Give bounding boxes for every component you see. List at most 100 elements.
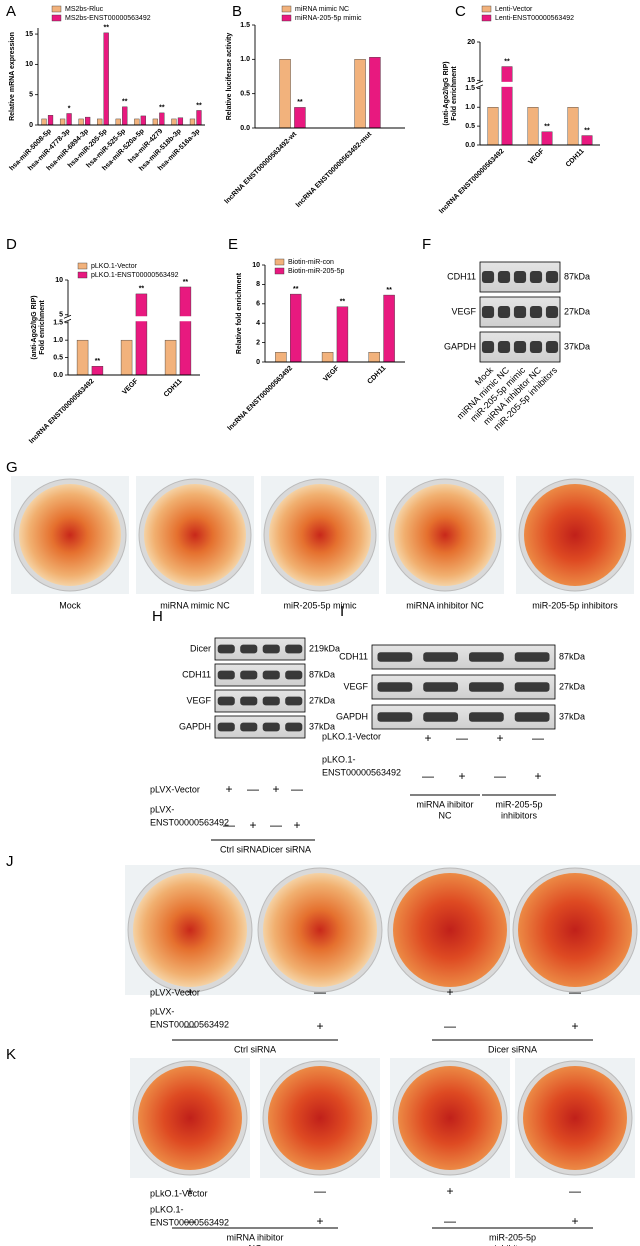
y-tick-label: 0 (256, 359, 260, 366)
bar (91, 366, 104, 376)
condition-sign: + (571, 1019, 578, 1033)
x-tick-label: CDH11 (163, 378, 184, 399)
blot-band (285, 722, 303, 732)
bar (368, 352, 380, 363)
x-tick-label: lncRNA ENST00000563492-mut (295, 130, 374, 209)
y-tick-label: 5 (29, 92, 33, 99)
bar (120, 339, 133, 376)
legend-swatch (281, 14, 292, 22)
blot-band (545, 341, 559, 353)
size-label: 37kDa (559, 711, 585, 721)
x-tick-label: lncRNA ENST00000563492 (438, 148, 506, 216)
group-label: NC (439, 810, 452, 820)
dish-stain (268, 1066, 372, 1170)
condition-sign: — (422, 769, 434, 783)
condition-sign: — (247, 782, 259, 796)
dish-stain (393, 873, 507, 987)
blot-band (497, 341, 511, 353)
bar (97, 118, 103, 126)
blot-band (285, 644, 303, 654)
blot-band (481, 306, 495, 318)
protein-label: CDH11 (182, 669, 211, 679)
bar (290, 293, 302, 363)
y-tick-label: 15 (25, 31, 33, 38)
blot-band (217, 670, 235, 680)
condition-sign: — (291, 782, 303, 796)
axis-break-mark (63, 314, 72, 319)
significance-mark: ** (103, 25, 109, 32)
legend-swatch (481, 14, 492, 22)
blot-band (217, 696, 235, 706)
condition-sign: — (314, 1184, 326, 1198)
bar (140, 115, 146, 126)
bar (103, 32, 109, 126)
bar (59, 118, 66, 126)
legend-swatch (77, 262, 88, 270)
group-label: miRNA ihibitor (226, 1232, 283, 1242)
bar (85, 116, 91, 126)
bar (487, 107, 499, 146)
blot-band (262, 670, 280, 680)
bar (41, 118, 47, 126)
legend-label: Lenti-ENST00000563492 (495, 15, 574, 22)
dish-label: miRNA mimic NC (160, 600, 230, 610)
bar (189, 118, 196, 126)
blot-strip (214, 689, 306, 713)
significance-mark: ** (386, 287, 392, 294)
blot-band (513, 306, 527, 318)
blot-band (423, 712, 459, 722)
bar (164, 339, 177, 376)
blot-band (285, 696, 303, 706)
y-tick-label: 0.0 (53, 372, 63, 379)
significance-mark: ** (293, 286, 299, 293)
significance-mark: ** (139, 286, 145, 293)
significance-mark: ** (544, 124, 550, 131)
y-axis-label: Relative luciferase activity (226, 33, 233, 121)
dish-stain (133, 873, 247, 987)
bar (354, 59, 366, 129)
significance-mark: ** (183, 279, 189, 286)
protein-label: CDH11 (339, 651, 368, 661)
blot-strip (214, 715, 306, 739)
protein-label: Dicer (190, 643, 211, 653)
legend-swatch (51, 14, 62, 22)
y-tick-label: 10 (55, 277, 63, 284)
condition-sign: + (272, 782, 279, 796)
blot-band (497, 271, 511, 283)
condition-sign: + (249, 818, 256, 832)
bar (581, 135, 593, 146)
y-axis-label: Relative fold enrichment (236, 272, 243, 354)
bar (135, 293, 148, 376)
condition-sign: + (293, 818, 300, 832)
condition-sign: — (456, 731, 468, 745)
blot-band (423, 682, 459, 692)
y-tick-label: 0.5 (240, 91, 250, 98)
condition-sign: + (316, 1019, 323, 1033)
axis-break-mark (475, 84, 484, 89)
panel-letter: F (422, 236, 431, 253)
axis-break (476, 81, 600, 87)
blot-band (545, 271, 559, 283)
panel-letter: E (228, 236, 238, 253)
condition-label: pLKO.1-Vector (322, 731, 381, 741)
y-axis-label: (anti-Ago2/IgG RIP) (31, 295, 38, 359)
protein-label: GAPDH (444, 341, 476, 351)
legend-swatch (51, 5, 62, 13)
axis-break-mark (63, 318, 72, 323)
legend-label: Biotin-miR-205-5p (288, 268, 345, 275)
x-tick-label: VEGF (121, 377, 140, 396)
condition-sign: + (458, 769, 465, 783)
size-label: 87kDa (309, 669, 335, 679)
y-tick-label: 10 (25, 61, 33, 68)
bar (279, 59, 291, 129)
bar (179, 286, 192, 376)
x-tick-label: CDH11 (366, 365, 387, 386)
panel-letter: C (455, 3, 466, 20)
bar (294, 107, 306, 129)
condition-sign: — (532, 731, 544, 745)
bar (383, 294, 395, 363)
bar (527, 107, 539, 146)
legend-label: MS2bs-Rluc (65, 6, 104, 13)
bar (115, 118, 121, 126)
size-label: 27kDa (309, 695, 335, 705)
